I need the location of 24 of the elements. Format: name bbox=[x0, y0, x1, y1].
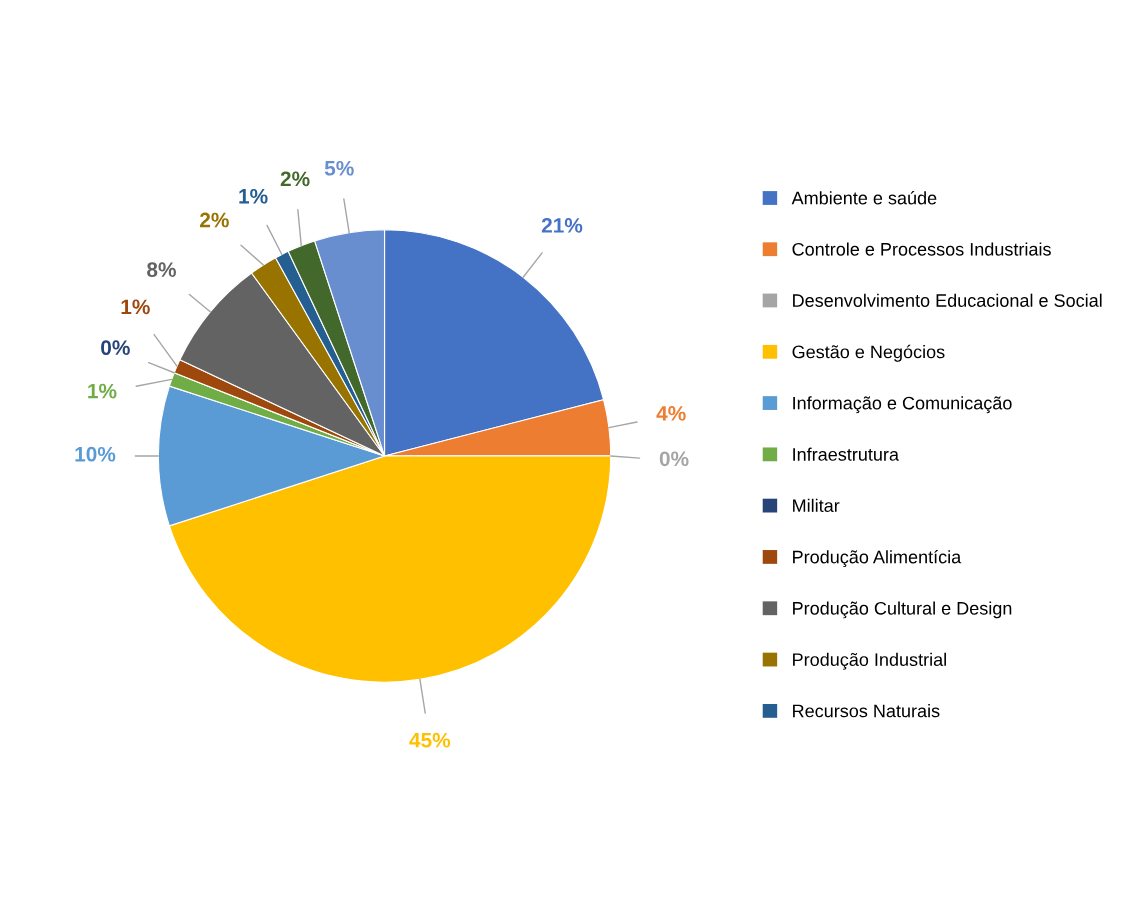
data-label: 4% bbox=[656, 406, 686, 421]
data-label: 5% bbox=[324, 160, 354, 176]
data-label: 1% bbox=[121, 299, 150, 315]
legend-label: Recursos Naturais bbox=[793, 704, 940, 718]
legend-label: Gestão e Negócios bbox=[792, 344, 945, 362]
data-label: 1% bbox=[239, 188, 268, 204]
data-label: 21% bbox=[541, 218, 583, 233]
text: 0% bbox=[101, 340, 130, 356]
data-label: 45% bbox=[409, 732, 451, 748]
legend-label: Controle e Processos Industriais bbox=[792, 242, 1051, 256]
data-label: 2% bbox=[200, 212, 229, 228]
data-label: 2% bbox=[280, 171, 310, 187]
legend-label: Infraestrutura bbox=[793, 447, 899, 461]
legend-label: Militar bbox=[793, 498, 840, 513]
text: 0% bbox=[659, 451, 689, 467]
legend-label: Produção Industrial bbox=[793, 652, 946, 670]
data-label: 8% bbox=[147, 262, 176, 278]
legend-label: Produção Cultural e Design bbox=[793, 601, 1012, 619]
legend-label: Informação e Comunicação bbox=[793, 396, 1012, 414]
legend-label: Desenvolvimento Educacional e Social bbox=[793, 293, 1102, 307]
data-label: 1% bbox=[88, 383, 117, 399]
legend-label: Produção Alimentícia bbox=[793, 549, 962, 568]
legend-label: Ambiente e saúde bbox=[791, 190, 937, 205]
data-label: 10% bbox=[75, 446, 116, 462]
